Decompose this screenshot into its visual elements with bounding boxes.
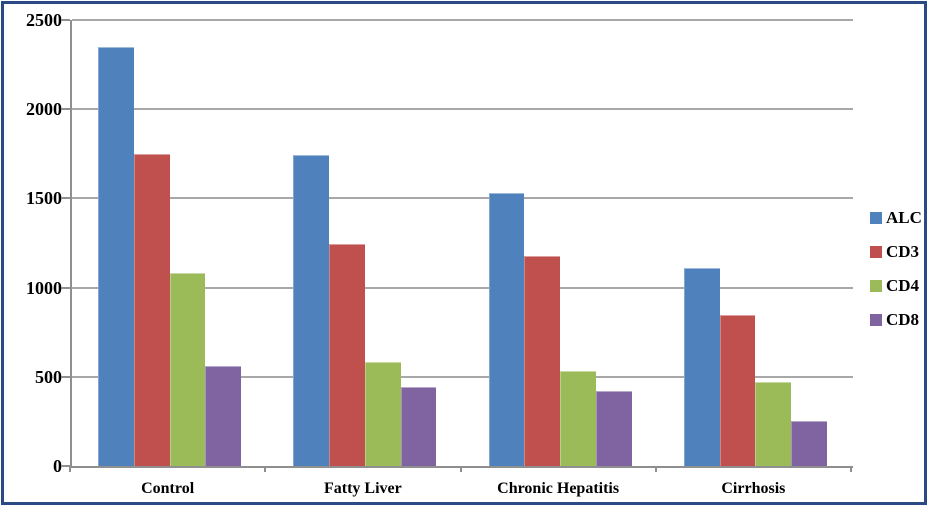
legend-item-cd4: CD4 xyxy=(870,274,922,298)
legend-label: ALC xyxy=(886,208,922,227)
x-category-label-control: Control xyxy=(141,480,195,497)
legend-swatch-icon xyxy=(870,212,882,224)
bar-cd8-control xyxy=(205,366,242,466)
x-tick-mark-1 xyxy=(264,466,267,472)
gridline-500 xyxy=(72,375,853,378)
x-category-label-cirrhosis: Cirrhosis xyxy=(721,480,786,497)
legend-label: CD4 xyxy=(886,276,920,295)
y-tick-mark-2500 xyxy=(61,19,70,21)
legend-swatch-icon xyxy=(870,314,882,326)
y-tick-mark-1000 xyxy=(61,286,70,289)
legend-item-cd3: CD3 xyxy=(870,240,922,264)
legend-item-alc: ALC xyxy=(870,206,922,230)
y-tick-label-2500: 2500 xyxy=(26,10,62,30)
legend-item-cd8: CD8 xyxy=(870,308,922,332)
legend-label: CD8 xyxy=(886,310,920,329)
x-tick-mark-4 xyxy=(850,466,852,472)
chart-frame: 0 500 1000 1500 2000 2500 Control Fatty Liver C… xyxy=(1,1,927,505)
gridline-2500 xyxy=(72,19,853,21)
gridline-2000 xyxy=(72,108,853,111)
gridline-1500 xyxy=(72,197,853,200)
y-tick-mark-0 xyxy=(61,465,70,467)
bar-cd8-fatty-liver xyxy=(400,386,437,466)
bar-cd4-control xyxy=(169,273,206,466)
x-tick-mark-3 xyxy=(654,466,657,472)
bar-alc-fatty-liver xyxy=(293,154,330,466)
y-tick-mark-2000 xyxy=(61,108,70,111)
bar-cd8-chronic-hepatitis xyxy=(595,391,632,466)
legend-label: CD3 xyxy=(886,242,920,261)
bar-cd3-control xyxy=(133,153,170,466)
y-tick-label-2000: 2000 xyxy=(26,99,62,120)
bar-alc-control xyxy=(98,46,134,466)
bar-cd3-cirrhosis xyxy=(719,315,756,466)
bar-cd4-cirrhosis xyxy=(755,382,792,466)
bar-cd3-chronic-hepatitis xyxy=(524,255,561,466)
x-category-label-fatty-liver: Fatty Liver xyxy=(324,480,402,497)
y-tick-mark-500 xyxy=(61,375,70,378)
legend-swatch-icon xyxy=(870,246,882,258)
legend-swatch-icon xyxy=(870,280,882,292)
legend: ALC CD3 CD4 CD8 xyxy=(870,206,922,342)
x-category-label-chronic-hepatitis: Chronic Hepatitis xyxy=(497,480,620,497)
bar-alc-chronic-hepatitis xyxy=(488,193,525,466)
x-tick-mark-0 xyxy=(69,466,71,472)
x-tick-mark-2 xyxy=(459,466,462,472)
y-tick-label-0: 0 xyxy=(53,456,62,476)
y-tick-label-1500: 1500 xyxy=(26,188,62,209)
plot-area xyxy=(70,19,853,468)
bar-cd4-fatty-liver xyxy=(364,361,401,466)
y-tick-mark-1500 xyxy=(61,197,70,200)
bar-cd3-fatty-liver xyxy=(329,243,365,466)
gridline-1000 xyxy=(72,286,853,289)
bar-cd8-cirrhosis xyxy=(791,421,827,466)
y-tick-label-1000: 1000 xyxy=(26,277,62,298)
bar-alc-cirrhosis xyxy=(683,267,720,466)
y-tick-label-500: 500 xyxy=(35,366,62,387)
bar-cd4-chronic-hepatitis xyxy=(560,371,596,466)
